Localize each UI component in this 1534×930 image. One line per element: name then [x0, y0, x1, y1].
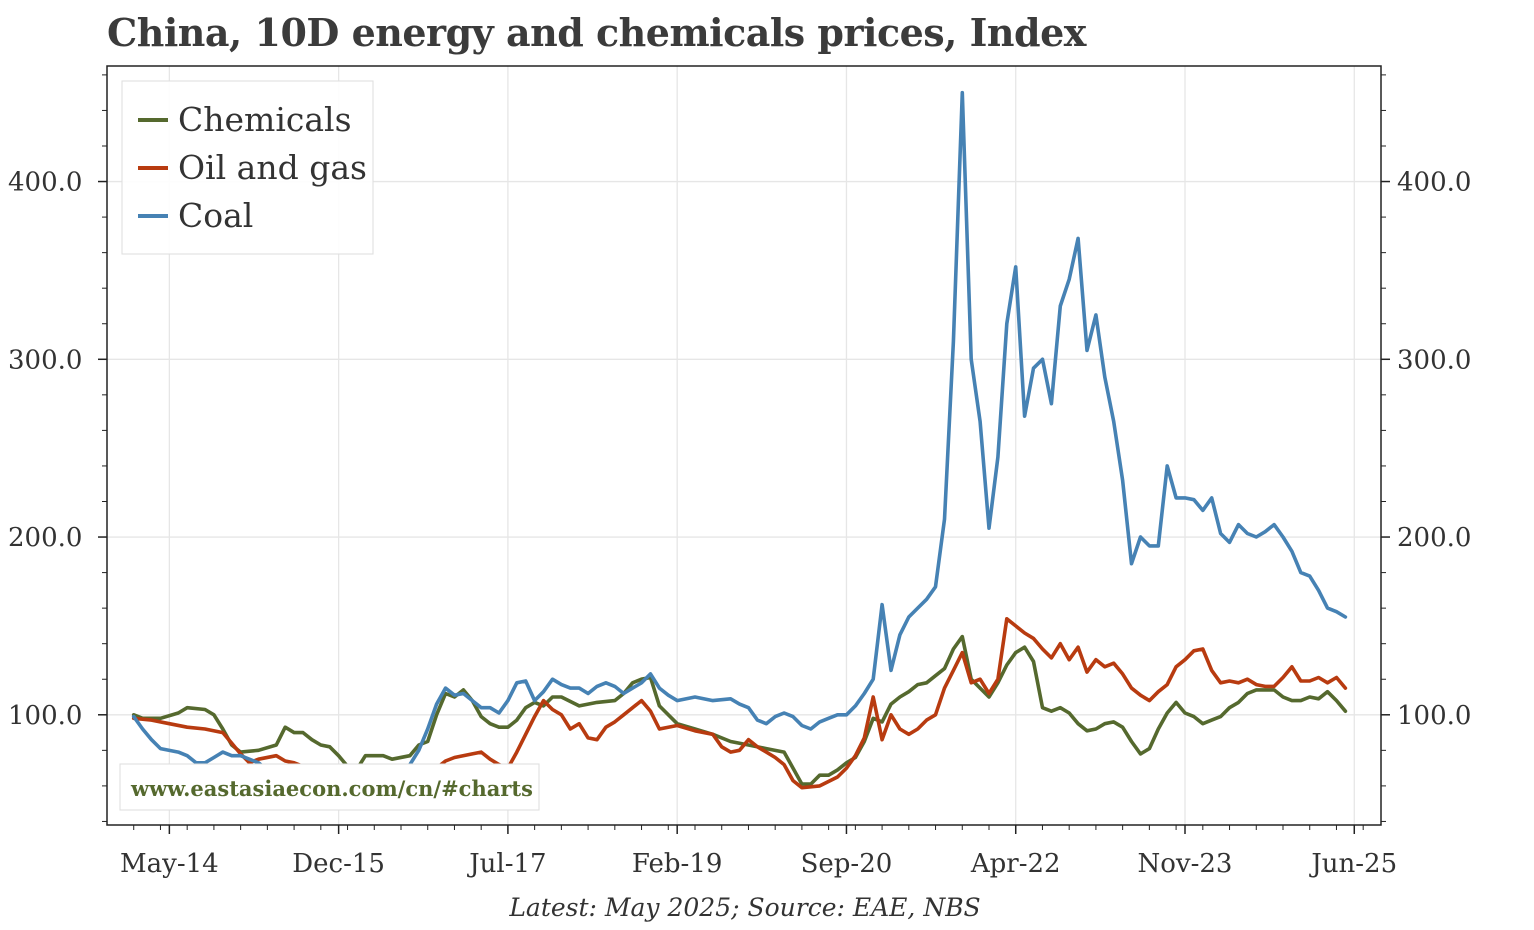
x-tick-label: Sep-20: [801, 849, 893, 879]
y-tick-label-right: 100.0: [1397, 701, 1471, 731]
y-tick-label-left: 400.0: [8, 168, 82, 198]
y-tick-label-right: 400.0: [1397, 168, 1471, 198]
watermark-box: www.eastasiaecon.com/cn/#charts: [119, 763, 540, 811]
y-tick-label-right: 300.0: [1397, 345, 1471, 375]
plot-frame: [106, 65, 1382, 826]
x-tick-label: Nov-23: [1138, 849, 1233, 879]
x-tick-label: Jun-25: [1308, 849, 1397, 879]
y-tick-label-left: 100.0: [8, 701, 82, 731]
y-tick-label-left: 300.0: [8, 345, 82, 375]
x-tick-label: Dec-15: [292, 849, 385, 879]
axes: 100.0 100.0 200.0 200.0 300.0 300.0 400.0 400.0…: [8, 74, 1471, 879]
watermark-text: www.eastasiaecon.com/cn/#charts: [130, 776, 533, 801]
x-tick-label: Apr-22: [970, 849, 1061, 879]
legend-label-oil-and-gas: Oil and gas: [178, 148, 367, 187]
legend-label-chemicals: Chemicals: [178, 100, 352, 139]
y-tick-label-left: 200.0: [8, 523, 82, 553]
y-tick-label-right: 200.0: [1397, 523, 1471, 553]
legend: Chemicals Oil and gas Coal: [121, 80, 374, 255]
chart-title: China, 10D energy and chemicals prices, …: [107, 10, 1086, 55]
legend-label-coal: Coal: [178, 196, 253, 235]
grid: [107, 66, 1381, 825]
x-tick-label: May-14: [120, 849, 219, 879]
x-tick-label: Feb-19: [632, 849, 723, 879]
chart-footer: Latest: May 2025; Source: EAE, NBS: [509, 893, 981, 922]
series-line-chemicals: [131, 634, 1348, 786]
x-tick-label: Jul-17: [466, 849, 546, 879]
